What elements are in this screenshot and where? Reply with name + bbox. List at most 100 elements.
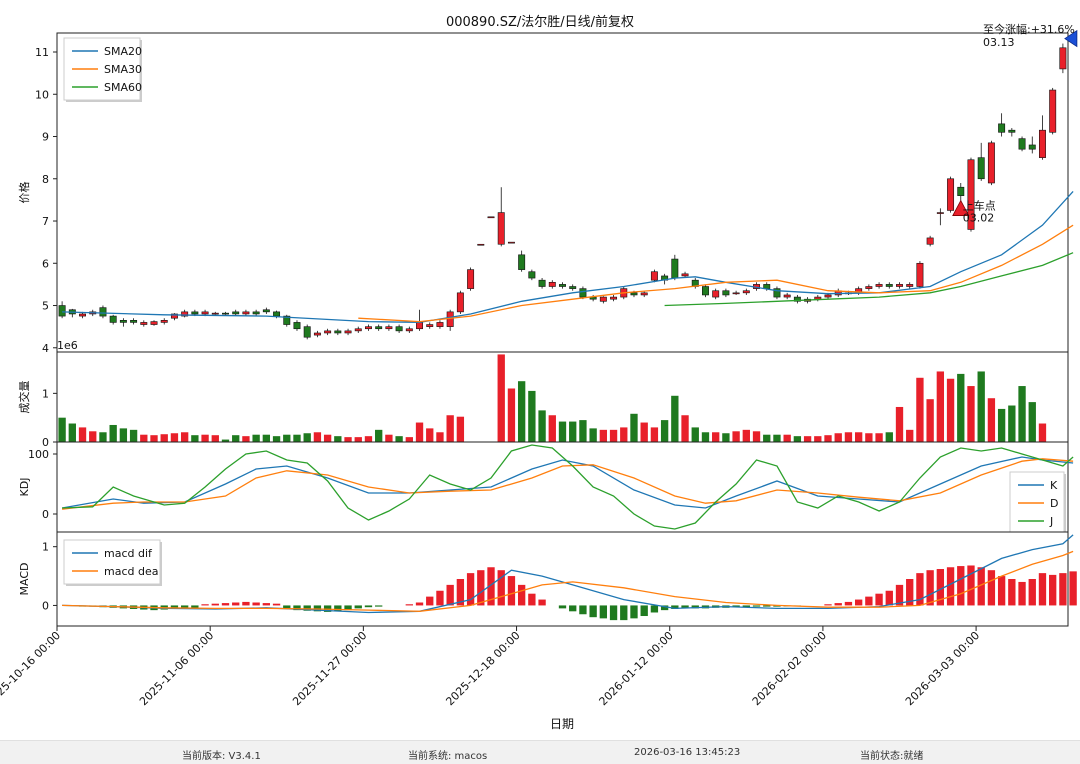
candle-body: [742, 290, 750, 294]
volume-bar: [242, 436, 250, 442]
candle-body: [569, 286, 577, 289]
volume-bar: [446, 415, 454, 442]
candle-body: [793, 296, 801, 302]
volume-bar: [1028, 402, 1036, 442]
candle-body: [518, 254, 526, 270]
candle-body: [160, 320, 168, 323]
volume-bar: [1038, 423, 1047, 442]
candle-body: [977, 157, 985, 180]
datetime-text: 2026-03-16 13:45:23: [634, 747, 741, 758]
macd-histogram-bar: [967, 565, 975, 606]
volume-bar: [936, 371, 945, 442]
macd-histogram-bar: [875, 593, 883, 606]
candle-body: [283, 315, 291, 325]
volume-bar: [436, 432, 444, 442]
volume-bar: [303, 433, 311, 442]
volume-bar: [814, 436, 822, 442]
volume-bar: [160, 434, 168, 442]
macd-histogram-bar: [242, 601, 250, 606]
macd-histogram-bar: [191, 605, 199, 608]
y-tick-label: 11: [35, 46, 49, 59]
y-axis-label: KDJ: [18, 478, 31, 497]
candle-body: [773, 288, 781, 298]
macd-histogram-bar: [211, 603, 219, 606]
volume-bar: [221, 439, 230, 442]
volume-panel: 0 1 成交量 1e6: [17, 339, 1069, 449]
candle-body: [548, 281, 556, 287]
candle-body: [640, 292, 648, 296]
volume-bar: [691, 427, 699, 442]
candle-body: [814, 296, 822, 300]
volume-bar: [926, 399, 934, 442]
volume-bar: [834, 433, 842, 442]
candle-body: [681, 273, 689, 277]
candle-body: [436, 322, 444, 327]
volume-bar: [630, 413, 638, 442]
candle-body: [477, 243, 485, 246]
volume-bar: [558, 421, 567, 442]
candle-body: [1039, 129, 1046, 158]
volume-bar: [620, 427, 628, 442]
volume-bar: [456, 416, 465, 442]
macd-histogram-bar: [650, 605, 659, 613]
volume-bar: [569, 421, 577, 442]
sma60-line: [664, 252, 1074, 307]
volume-bar: [701, 432, 710, 442]
candle-body: [232, 311, 240, 315]
macd-histogram-bar: [752, 605, 761, 607]
macd-histogram-bar: [660, 605, 669, 611]
macd-histogram-bar: [589, 605, 597, 618]
macd-histogram-bar: [466, 573, 475, 606]
candle-body: [559, 284, 566, 287]
candle-body: [385, 326, 393, 330]
candle-body: [467, 269, 475, 289]
macd-histogram-bar: [865, 596, 873, 606]
kdj-j-line: [62, 444, 1074, 530]
candle-body: [456, 292, 464, 313]
legend-box: [63, 37, 141, 101]
volume-bar: [354, 437, 362, 442]
volume-bar: [395, 436, 403, 442]
y-tick-label: 8: [42, 173, 49, 186]
candle-body: [885, 284, 893, 287]
volume-bar: [579, 420, 587, 442]
candle-body: [1018, 138, 1026, 150]
volume-bar: [1018, 386, 1026, 442]
macd-histogram-bar: [477, 570, 485, 606]
stock-chart: 000890.SZ/法尔胜/日线/前复权 4567891011价格SMA20SM…: [0, 14, 1078, 731]
volume-bar: [89, 431, 97, 442]
macd-histogram-bar: [763, 605, 771, 607]
volume-bar: [773, 434, 781, 442]
volume-bar: [252, 434, 260, 442]
macd-histogram-bar: [1049, 574, 1057, 606]
candle-body: [365, 326, 372, 330]
volume-bar: [681, 415, 689, 442]
volume-bar: [170, 433, 179, 442]
candle-body: [1028, 144, 1036, 150]
candle-body: [916, 262, 924, 287]
macd-histogram-bar: [977, 567, 985, 606]
y-tick-label: 1: [42, 387, 49, 400]
x-tick-label: 2026-02-02 00:00: [750, 629, 829, 708]
macd-histogram-bar: [201, 604, 209, 606]
sma20-line: [62, 190, 1074, 324]
candle-body: [783, 294, 791, 298]
macd-histogram-bar: [1069, 571, 1077, 606]
candle-body: [252, 311, 260, 315]
legend-entry-sma60: SMA60: [104, 81, 142, 94]
plot-area: [56, 531, 1069, 627]
volume-bar: [803, 436, 812, 442]
candle-body: [416, 322, 423, 330]
macd-histogram-bar: [293, 605, 301, 611]
candle-body: [957, 186, 965, 196]
volume-bar: [650, 427, 659, 442]
macd-histogram-bar: [579, 605, 587, 615]
macd-histogram-bar: [620, 605, 628, 621]
macd-histogram-bar: [497, 570, 505, 606]
volume-bar: [405, 437, 413, 442]
volume-bar: [99, 432, 107, 442]
volume-bar: [946, 378, 955, 442]
y-tick-label: 10: [35, 88, 49, 101]
plot-area: [56, 32, 1069, 353]
candle-body: [293, 322, 301, 330]
